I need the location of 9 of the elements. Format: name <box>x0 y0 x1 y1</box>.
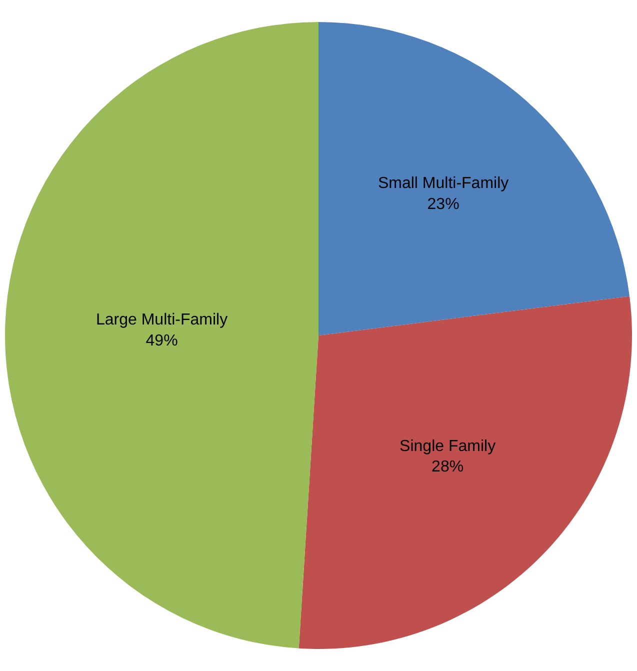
pie-slice <box>318 22 630 336</box>
data-label: 23% <box>427 196 460 213</box>
pie-slice <box>5 22 318 648</box>
data-label: 28% <box>432 458 464 476</box>
slice-label: Single Family <box>400 438 496 455</box>
slice-label: Large Multi-Family <box>96 312 228 329</box>
data-label: 49% <box>146 332 178 350</box>
pie-slice <box>298 296 632 648</box>
slice-label: Small Multi-Family <box>378 175 509 192</box>
